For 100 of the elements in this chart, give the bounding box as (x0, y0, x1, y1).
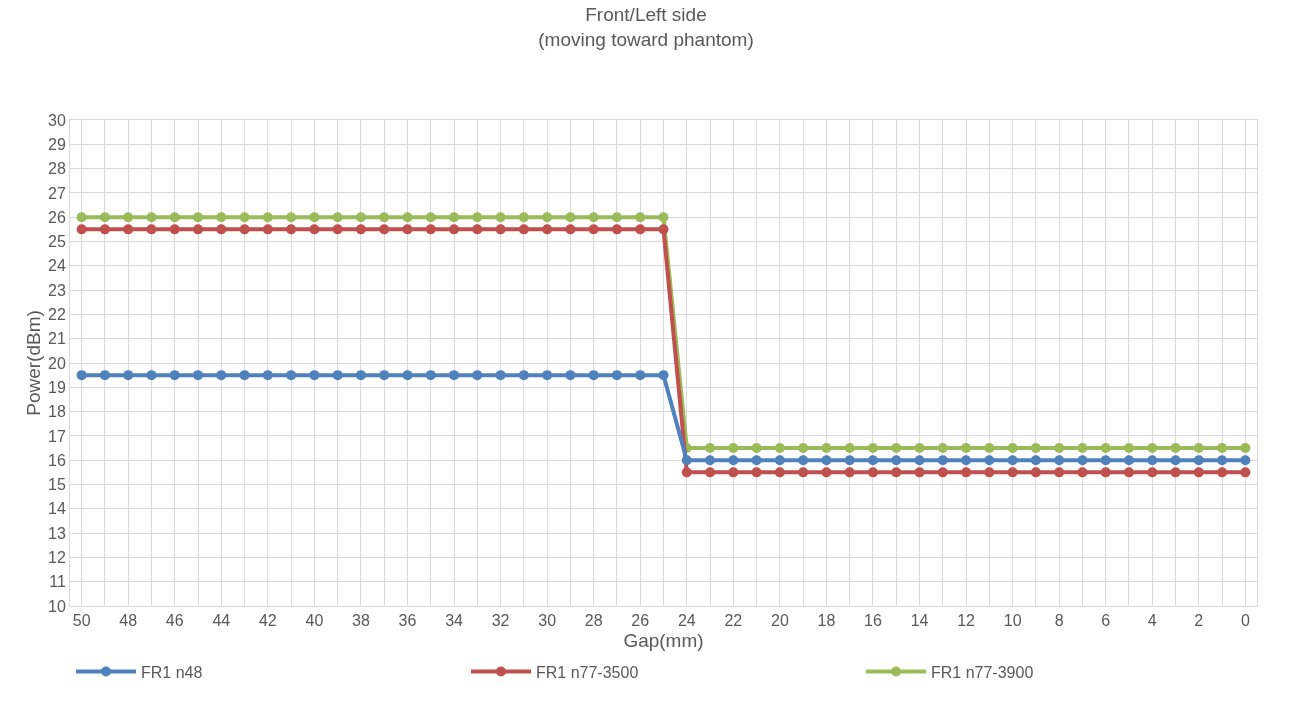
point (658, 224, 669, 235)
x-tick-label: 24 (677, 612, 696, 630)
legend-label: FR1 n77-3900 (931, 663, 1034, 681)
point (937, 467, 948, 478)
x-tick-label: 50 (72, 612, 91, 630)
x-tick-label: 10 (1003, 612, 1022, 630)
point (99, 224, 110, 235)
point (1077, 467, 1088, 478)
point (1007, 443, 1018, 454)
point (1217, 443, 1228, 454)
x-tick-label: 34 (445, 612, 464, 630)
legend-label: FR1 n77-3500 (536, 663, 639, 681)
x-tick-label: 2 (1194, 612, 1204, 630)
point (379, 370, 390, 381)
point (705, 443, 716, 454)
point (984, 455, 995, 466)
point (286, 212, 297, 223)
point (449, 370, 460, 381)
x-tick-label: 38 (352, 612, 370, 630)
point (332, 224, 343, 235)
point (379, 212, 390, 223)
point (821, 443, 832, 454)
y-tick-label: 19 (48, 378, 66, 396)
x-tick-label: 6 (1101, 612, 1111, 630)
point (798, 455, 809, 466)
point (495, 212, 506, 223)
point (844, 455, 855, 466)
point (1077, 443, 1088, 454)
x-tick-label: 48 (119, 612, 138, 630)
point (123, 370, 134, 381)
y-tick-label: 21 (48, 330, 66, 348)
point (1030, 455, 1041, 466)
point (1054, 455, 1065, 466)
point (961, 443, 972, 454)
point (518, 370, 529, 381)
point (611, 224, 622, 235)
point (1007, 467, 1018, 478)
point (262, 370, 273, 381)
point (99, 212, 110, 223)
y-tick-label: 26 (48, 208, 66, 226)
point (1054, 467, 1065, 478)
point (821, 455, 832, 466)
point (1030, 467, 1041, 478)
x-tick-label: 16 (864, 612, 882, 630)
chart-title: Front/Left side (moving toward phantom) (538, 4, 754, 50)
point (169, 370, 180, 381)
point (402, 212, 413, 223)
point (286, 224, 297, 235)
point (1193, 467, 1204, 478)
point (611, 212, 622, 223)
point (495, 224, 506, 235)
point (588, 224, 599, 235)
point (867, 467, 878, 478)
point (914, 467, 925, 478)
point (1193, 443, 1204, 454)
point (402, 224, 413, 235)
y-tick-label: 15 (48, 476, 66, 494)
point (1240, 467, 1251, 478)
x-tick-label: 42 (258, 612, 277, 630)
x-tick-label: 26 (631, 612, 650, 630)
point (146, 224, 157, 235)
point (472, 224, 483, 235)
point (1170, 455, 1181, 466)
point (402, 370, 413, 381)
point (891, 455, 902, 466)
point (961, 455, 972, 466)
y-tick-label: 24 (48, 257, 66, 275)
point (169, 224, 180, 235)
point (1100, 455, 1111, 466)
point (1123, 455, 1134, 466)
point (635, 224, 646, 235)
point (332, 370, 343, 381)
y-tick-label: 23 (48, 281, 66, 299)
x-tick-label: 40 (305, 612, 324, 630)
point (76, 370, 87, 381)
point (146, 212, 157, 223)
point (542, 370, 553, 381)
point (425, 212, 436, 223)
point (1217, 455, 1228, 466)
x-tick-label: 44 (212, 612, 231, 630)
point (658, 370, 669, 381)
point (1123, 443, 1134, 454)
point (681, 455, 692, 466)
point (1240, 443, 1251, 454)
point (472, 370, 483, 381)
point (611, 370, 622, 381)
point (984, 467, 995, 478)
point (751, 455, 762, 466)
y-tick-label: 17 (48, 427, 66, 445)
point (449, 224, 460, 235)
point (565, 370, 576, 381)
point (588, 370, 599, 381)
point (774, 467, 785, 478)
point (1077, 455, 1088, 466)
point (518, 212, 529, 223)
point (262, 212, 273, 223)
x-tick-label: 18 (817, 612, 836, 630)
point (914, 455, 925, 466)
x-tick-label: 0 (1240, 612, 1250, 630)
point (123, 224, 134, 235)
